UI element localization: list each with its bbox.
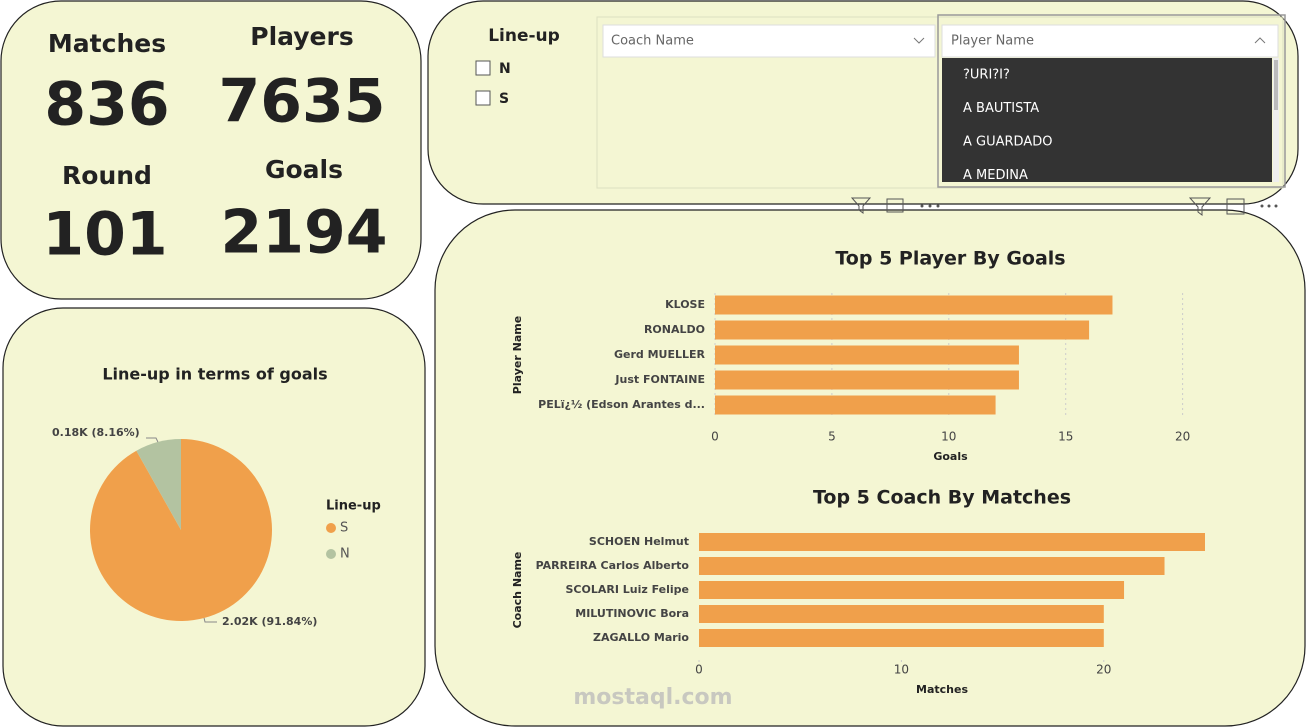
slicer-option[interactable]: S: [499, 91, 509, 107]
slicer-title: Line-up: [488, 26, 560, 46]
x-tick-label: 20: [1096, 663, 1111, 677]
bar[interactable]: [715, 345, 1019, 365]
bar[interactable]: [699, 629, 1104, 647]
dropdown-item[interactable]: ?URI?I?: [963, 68, 1010, 83]
y-tick-label: MILUTINOVIC Bora: [575, 607, 689, 620]
y-tick-label: KLOSE: [665, 298, 705, 311]
y-tick-label: Just FONTAINE: [614, 373, 705, 386]
focus-icon[interactable]: [886, 198, 904, 213]
bar-panel: [434, 209, 1306, 727]
bar[interactable]: [715, 370, 1019, 390]
bar[interactable]: [699, 533, 1205, 551]
card-value: 101: [42, 200, 167, 270]
bar[interactable]: [699, 581, 1125, 599]
dropdown[interactable]: [941, 24, 1279, 58]
x-tick-label: 5: [828, 430, 836, 444]
dropdown[interactable]: [602, 24, 936, 58]
y-tick-label: RONALDO: [644, 323, 705, 336]
x-tick-label: 20: [1175, 430, 1190, 444]
chevron: [1254, 37, 1266, 44]
leader-line: [203, 617, 217, 623]
card-value: 2194: [221, 198, 388, 268]
legend-label: S: [340, 521, 348, 536]
card-value: 7635: [219, 67, 386, 137]
data-label: 2.02K (91.84%): [222, 615, 317, 628]
card-label: Goals: [265, 155, 343, 184]
chevron: [913, 37, 925, 44]
focus-icon[interactable]: [1226, 198, 1245, 215]
legend-swatch: [326, 549, 336, 559]
slicer-frame: [596, 16, 1284, 189]
y-axis-title: Player Name: [511, 316, 524, 394]
bar[interactable]: [715, 395, 996, 415]
chart-title: Top 5 Player By Goals: [835, 248, 1065, 270]
visual-header: [850, 197, 1245, 216]
dropdown-placeholder[interactable]: Coach Name: [611, 34, 694, 49]
y-tick-label: ZAGALLO Mario: [593, 631, 689, 644]
x-tick-label: 0: [695, 663, 703, 677]
dropdown-item[interactable]: A MEDINA: [963, 168, 1028, 183]
y-axis-title: Coach Name: [511, 552, 524, 629]
card-label: Players: [250, 22, 353, 51]
x-tick-label: 0: [711, 430, 719, 444]
checkbox[interactable]: [475, 90, 491, 106]
leader-line: [146, 437, 159, 443]
bar[interactable]: [699, 605, 1104, 623]
dropdown-list: [942, 58, 1272, 182]
card-label: Round: [62, 161, 152, 190]
x-tick-label: 10: [941, 430, 956, 444]
selection-frame: [937, 14, 1286, 188]
scrollbar: [1273, 58, 1279, 182]
y-tick-label: SCHOEN Helmut: [589, 535, 689, 548]
filter-icon[interactable]: [850, 197, 872, 214]
pie-slice: [136, 439, 181, 530]
checkbox[interactable]: [475, 60, 491, 76]
more-icon[interactable]: [920, 204, 1278, 208]
bar[interactable]: [699, 557, 1165, 575]
chart-title: Top 5 Coach By Matches: [813, 487, 1071, 509]
card-label: Matches: [48, 29, 166, 58]
bar[interactable]: [715, 295, 1113, 315]
data-label: 0.18K (8.16%): [52, 426, 140, 439]
y-tick-label: SCOLARI Luiz Felipe: [565, 583, 689, 596]
x-tick-label: 15: [1058, 430, 1073, 444]
y-tick-label: PELï¿½ (Edson Arantes d...: [538, 398, 705, 411]
dropdown-placeholder[interactable]: Player Name: [951, 34, 1034, 49]
legend-label: N: [340, 547, 350, 562]
pie-slice: [90, 439, 273, 622]
watermark: mostaql.com: [573, 685, 732, 710]
legend-swatch: [326, 523, 336, 533]
slicer-option[interactable]: N: [499, 61, 511, 77]
card-value: 836: [44, 70, 169, 140]
dropdown-item[interactable]: A BAUTISTA: [963, 101, 1039, 116]
legend-title: Line-up: [326, 499, 381, 514]
x-axis-title: Goals: [933, 450, 968, 463]
scroll-thumb[interactable]: [1274, 60, 1278, 110]
filter-icon[interactable]: [1188, 197, 1212, 216]
dropdown-item[interactable]: A GUARDADO: [963, 135, 1052, 150]
y-tick-label: PARREIRA Carlos Alberto: [536, 559, 690, 572]
kpi-panel: [0, 0, 422, 300]
y-tick-label: Gerd MUELLER: [614, 348, 706, 361]
x-axis-title: Matches: [916, 683, 968, 696]
x-tick-label: 10: [894, 663, 909, 677]
bar[interactable]: [715, 320, 1090, 340]
chart-title: Line-up in terms of goals: [102, 365, 327, 384]
